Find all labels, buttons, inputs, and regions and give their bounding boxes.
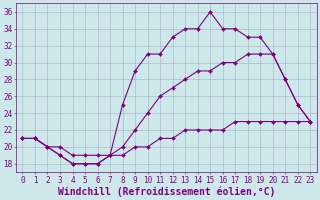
X-axis label: Windchill (Refroidissement éolien,°C): Windchill (Refroidissement éolien,°C) [58, 186, 275, 197]
